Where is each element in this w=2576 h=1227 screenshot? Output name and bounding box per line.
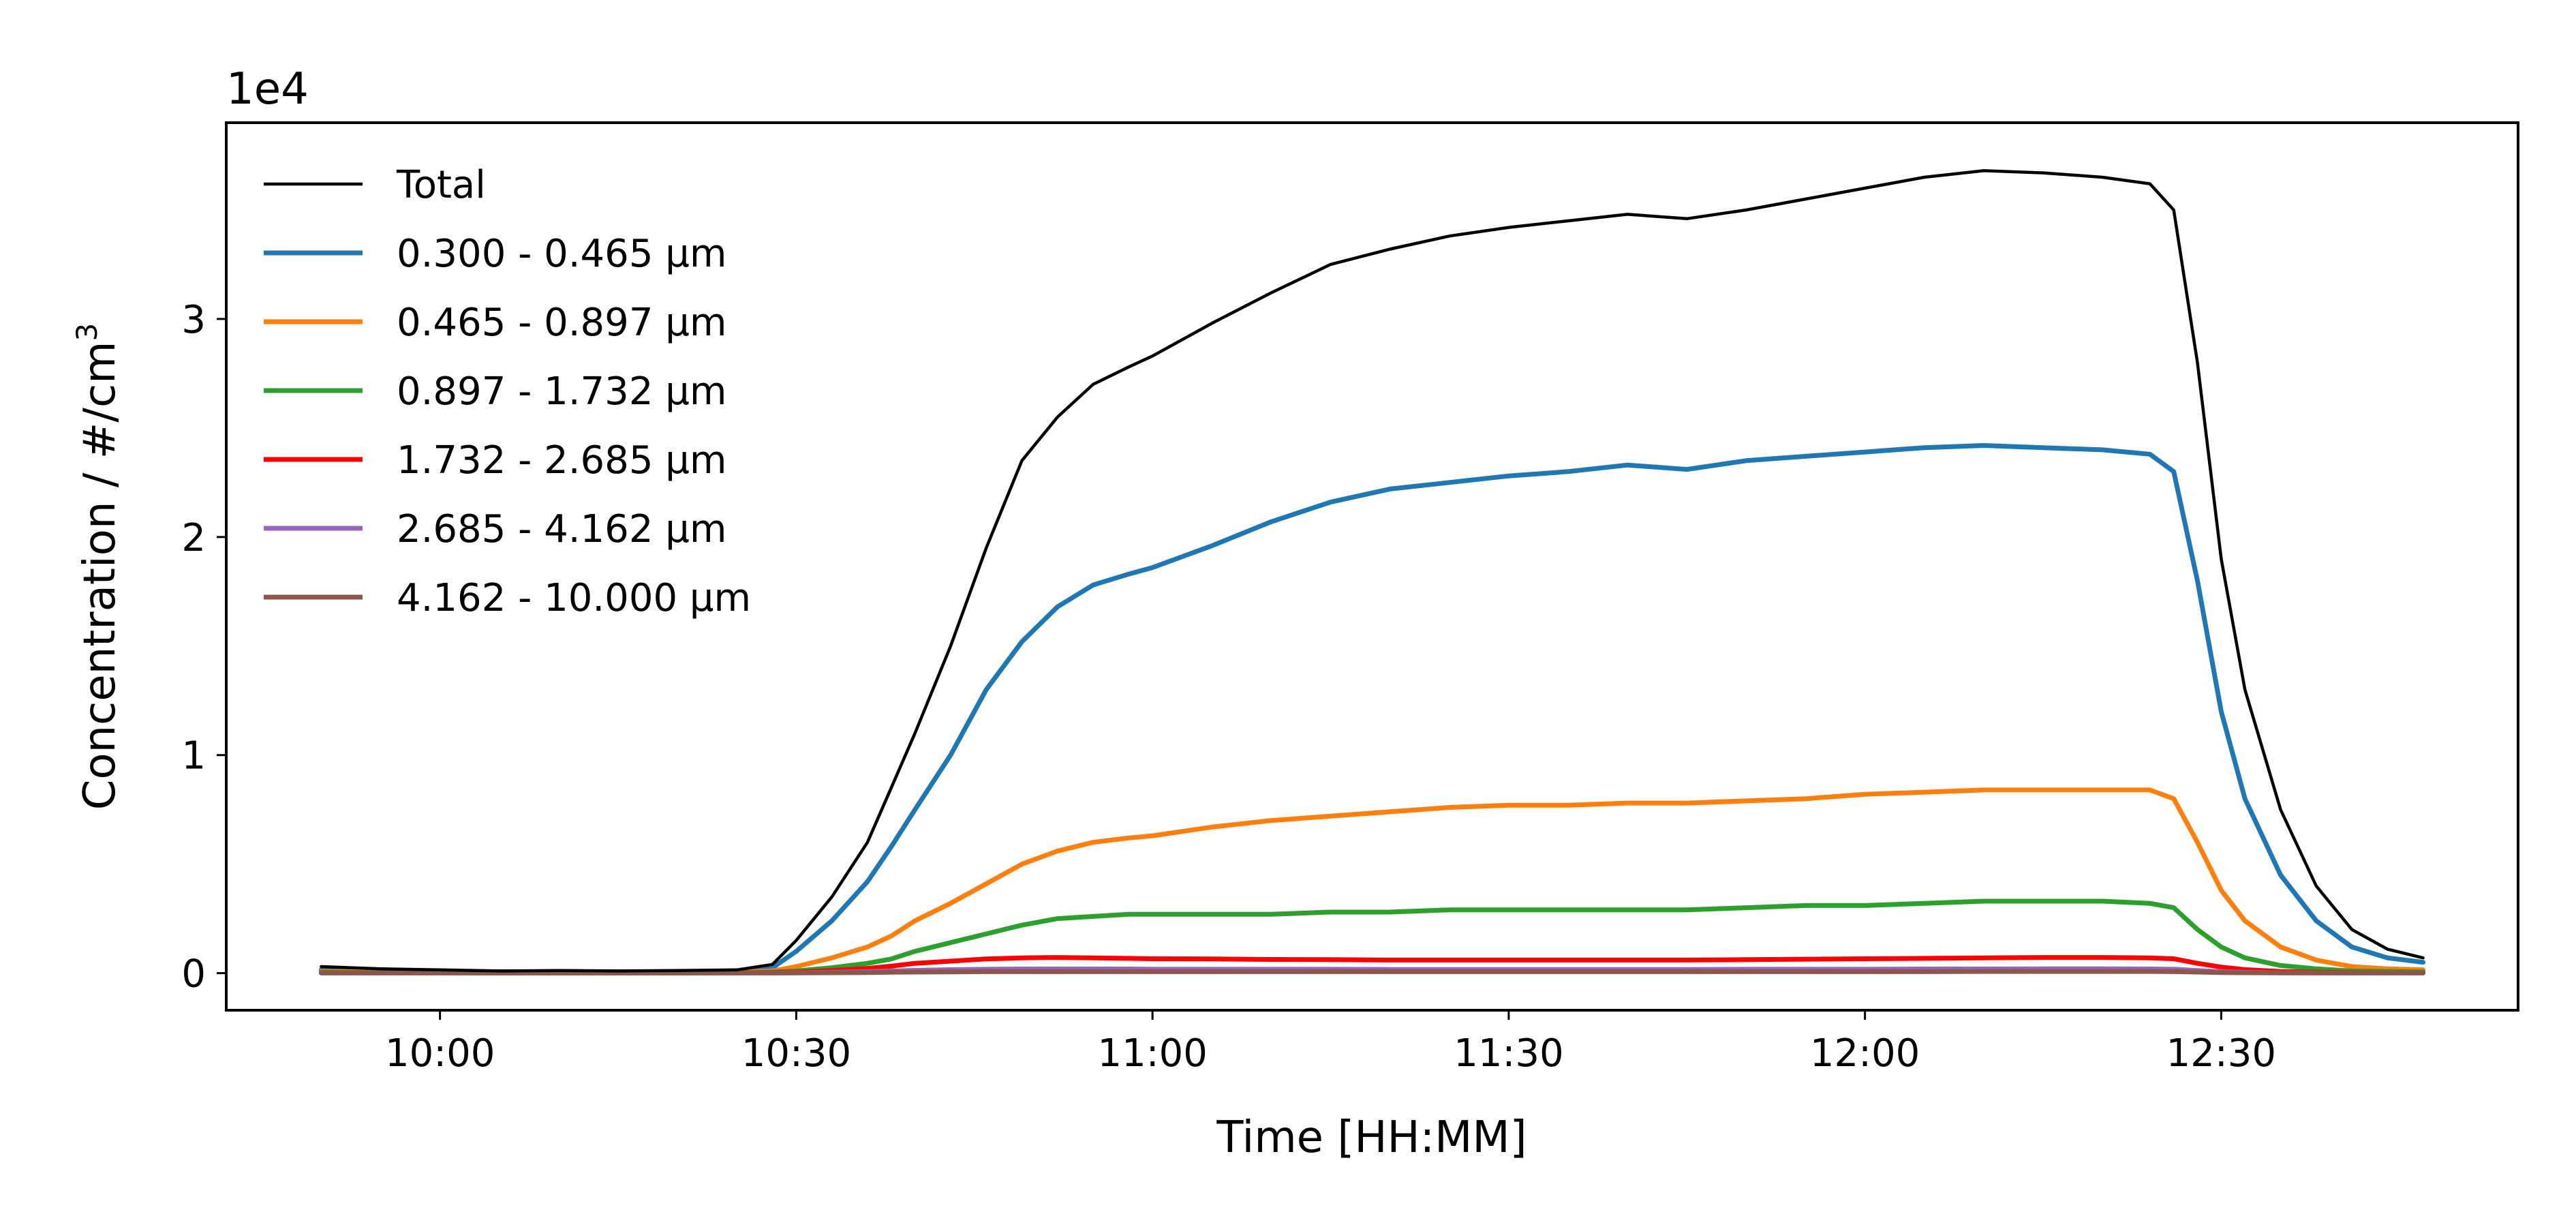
plot-frame [225, 121, 2519, 1012]
y-offset-label: 1e4 [226, 64, 309, 115]
legend-label-1: 0.300 - 0.465 μm [397, 232, 726, 276]
y-axis-title-superscript: 3 [70, 323, 104, 342]
legend-label-2: 0.465 - 0.897 μm [397, 301, 726, 345]
legend-label-5: 2.685 - 4.162 μm [397, 507, 726, 551]
series-line-1 [318, 443, 2426, 975]
y-tick-label: 0 [181, 952, 206, 997]
legend-label-4: 1.732 - 2.685 μm [397, 438, 726, 483]
x-axis-title: Time [HH:MM] [1216, 1112, 1527, 1163]
y-tick-label: 2 [181, 516, 206, 560]
y-tick-label: 1 [181, 734, 206, 778]
legend-label-6: 4.162 - 10.000 μm [397, 576, 751, 620]
legend-label-0: Total [396, 163, 486, 207]
x-tick-label: 11:00 [1097, 1031, 1207, 1076]
series-line-6 [318, 969, 2426, 975]
x-axis: 10:00 10:30 11:00 11:30 12:00 12:30 [385, 1010, 2276, 1076]
y-tick-label: 3 [181, 298, 206, 342]
x-tick-label: 12:30 [2166, 1031, 2276, 1076]
x-tick-label: 12:00 [1810, 1031, 1920, 1076]
series-line-0 [320, 169, 2425, 973]
y-axis-title-text: Concentration / #/cm [75, 342, 125, 811]
legend-label-3: 0.897 - 1.732 μm [397, 369, 726, 414]
x-tick-label: 10:30 [741, 1031, 851, 1076]
x-tick-label: 10:00 [385, 1031, 495, 1076]
legend: Total 0.300 - 0.465 μm 0.465 - 0.897 μm 0.8… [264, 163, 751, 620]
series-group [318, 169, 2426, 975]
x-tick-label: 11:30 [1454, 1031, 1563, 1076]
y-axis-title: Concentration / #/cm3 [70, 323, 125, 810]
y-axis: 0 1 2 3 [181, 298, 226, 997]
